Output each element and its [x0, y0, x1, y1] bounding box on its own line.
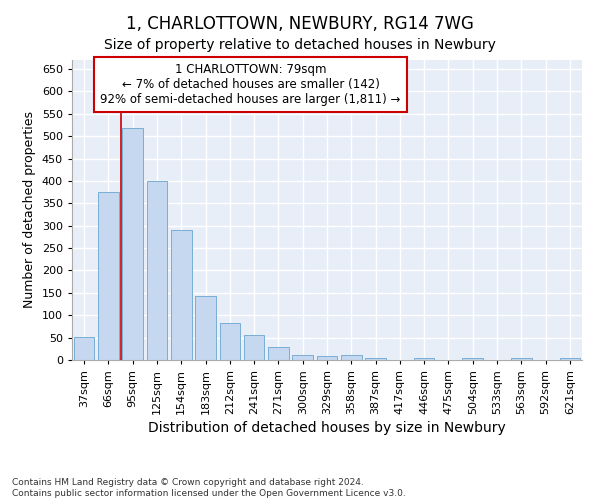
Bar	[292, 355, 313, 360]
Text: 1, CHARLOTTOWN, NEWBURY, RG14 7WG: 1, CHARLOTTOWN, NEWBURY, RG14 7WG	[126, 15, 474, 33]
Bar	[341, 355, 362, 360]
X-axis label: Distribution of detached houses by size in Newbury: Distribution of detached houses by size …	[148, 421, 506, 435]
Bar	[511, 358, 532, 360]
Bar	[414, 358, 434, 360]
Bar	[463, 358, 483, 360]
Bar	[74, 337, 94, 360]
Y-axis label: Number of detached properties: Number of detached properties	[23, 112, 36, 308]
Bar	[195, 296, 216, 360]
Text: 1 CHARLOTTOWN: 79sqm
← 7% of detached houses are smaller (142)
92% of semi-detac: 1 CHARLOTTOWN: 79sqm ← 7% of detached ho…	[100, 63, 401, 106]
Bar	[220, 324, 240, 360]
Text: Size of property relative to detached houses in Newbury: Size of property relative to detached ho…	[104, 38, 496, 52]
Bar	[171, 230, 191, 360]
Text: Contains HM Land Registry data © Crown copyright and database right 2024.
Contai: Contains HM Land Registry data © Crown c…	[12, 478, 406, 498]
Bar	[365, 358, 386, 360]
Bar	[268, 347, 289, 360]
Bar	[244, 336, 265, 360]
Bar	[560, 358, 580, 360]
Bar	[98, 192, 119, 360]
Bar	[122, 128, 143, 360]
Bar	[317, 356, 337, 360]
Bar	[146, 181, 167, 360]
